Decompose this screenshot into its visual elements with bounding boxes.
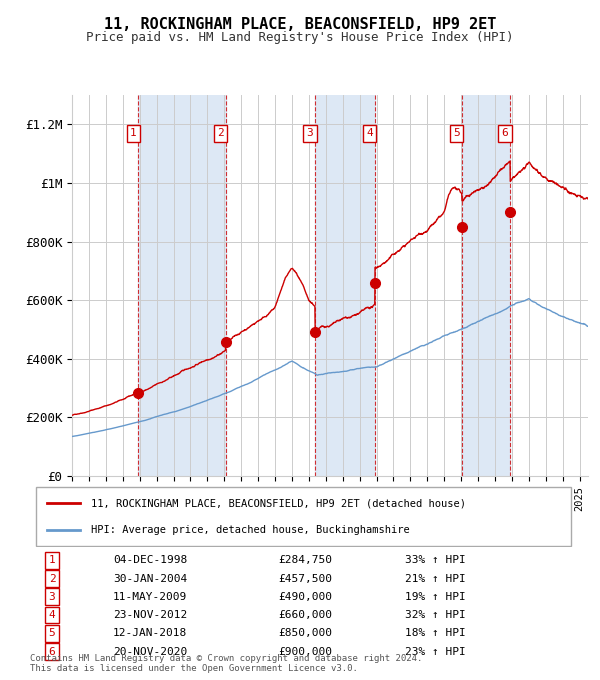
Text: £850,000: £850,000 [278, 628, 332, 639]
Text: 11, ROCKINGHAM PLACE, BEACONSFIELD, HP9 2ET (detached house): 11, ROCKINGHAM PLACE, BEACONSFIELD, HP9 … [91, 498, 466, 509]
Text: 6: 6 [502, 129, 508, 138]
Text: 04-DEC-1998: 04-DEC-1998 [113, 555, 187, 565]
Text: 3: 3 [307, 129, 313, 138]
Text: 32% ↑ HPI: 32% ↑ HPI [406, 610, 466, 620]
Text: £490,000: £490,000 [278, 592, 332, 602]
FancyBboxPatch shape [35, 488, 571, 546]
Text: £284,750: £284,750 [278, 555, 332, 565]
Text: 11-MAY-2009: 11-MAY-2009 [113, 592, 187, 602]
Text: 1: 1 [49, 555, 55, 565]
Text: 6: 6 [49, 647, 55, 657]
Text: 30-JAN-2004: 30-JAN-2004 [113, 573, 187, 583]
Bar [315, 95, 375, 476]
Text: 5: 5 [49, 628, 55, 639]
Text: 1: 1 [130, 129, 137, 138]
Text: £457,500: £457,500 [278, 573, 332, 583]
Text: 33% ↑ HPI: 33% ↑ HPI [406, 555, 466, 565]
Text: 2: 2 [49, 573, 55, 583]
Text: £660,000: £660,000 [278, 610, 332, 620]
Text: 4: 4 [49, 610, 55, 620]
Text: 2: 2 [217, 129, 224, 138]
Text: 11, ROCKINGHAM PLACE, BEACONSFIELD, HP9 2ET: 11, ROCKINGHAM PLACE, BEACONSFIELD, HP9 … [104, 17, 496, 32]
Bar [462, 95, 510, 476]
Text: 19% ↑ HPI: 19% ↑ HPI [406, 592, 466, 602]
Text: 3: 3 [49, 592, 55, 602]
Text: 5: 5 [454, 129, 460, 138]
Text: Contains HM Land Registry data © Crown copyright and database right 2024.
This d: Contains HM Land Registry data © Crown c… [30, 653, 422, 673]
Text: 12-JAN-2018: 12-JAN-2018 [113, 628, 187, 639]
Text: Price paid vs. HM Land Registry's House Price Index (HPI): Price paid vs. HM Land Registry's House … [86, 31, 514, 44]
Text: 20-NOV-2020: 20-NOV-2020 [113, 647, 187, 657]
Text: £900,000: £900,000 [278, 647, 332, 657]
Text: 23-NOV-2012: 23-NOV-2012 [113, 610, 187, 620]
Text: 23% ↑ HPI: 23% ↑ HPI [406, 647, 466, 657]
Text: 18% ↑ HPI: 18% ↑ HPI [406, 628, 466, 639]
Text: 4: 4 [367, 129, 373, 138]
Text: 21% ↑ HPI: 21% ↑ HPI [406, 573, 466, 583]
Text: HPI: Average price, detached house, Buckinghamshire: HPI: Average price, detached house, Buck… [91, 525, 409, 535]
Bar [139, 95, 226, 476]
